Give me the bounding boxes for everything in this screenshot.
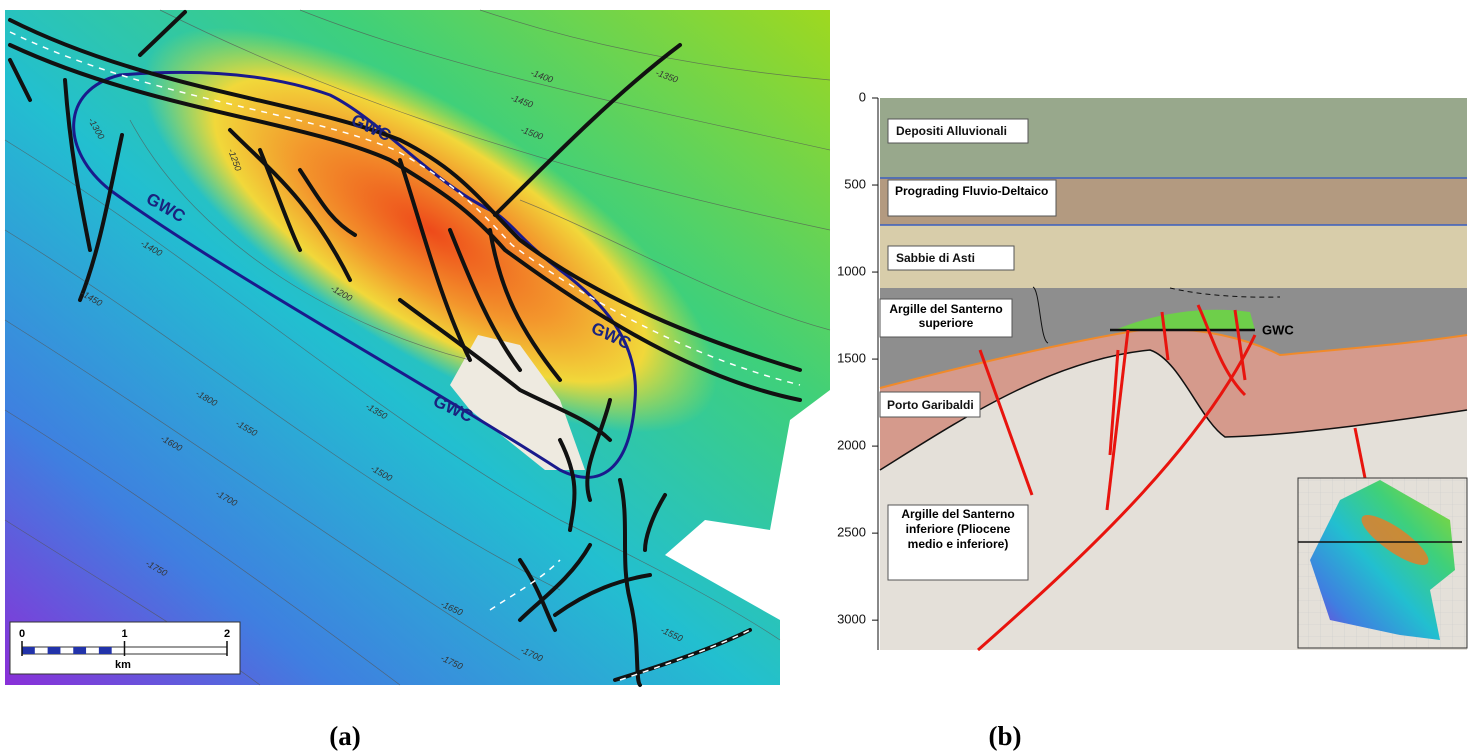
y-tick-label: 500 bbox=[844, 176, 866, 191]
scale-bar: km 0 1 2 bbox=[10, 622, 240, 674]
y-tick-label: 1500 bbox=[837, 351, 866, 366]
panel-label: (a) bbox=[329, 721, 360, 751]
y-tick-label: 1000 bbox=[837, 263, 866, 278]
panel-label: (b) bbox=[989, 721, 1022, 751]
label-wrap: Argille del Santerno inferiore (Pliocene… bbox=[890, 507, 1026, 579]
gwc-label: GWC bbox=[1262, 322, 1294, 337]
layer-label: Argille del Santerno superiore bbox=[882, 300, 1010, 330]
scale-tick-label: 1 bbox=[121, 628, 127, 640]
y-tick-label: 0 bbox=[859, 89, 866, 104]
structure-map: GWC GWC GWC GWC -1350 -1400 -1450 -1500 … bbox=[5, 0, 830, 685]
scale-segment bbox=[22, 647, 35, 654]
y-tick-label: 2500 bbox=[837, 525, 866, 540]
inset-map bbox=[1298, 478, 1467, 648]
scale-segment bbox=[48, 647, 61, 654]
scale-segment bbox=[99, 647, 112, 654]
scale-unit: km bbox=[115, 659, 131, 671]
label-wrap: Prograding Fluvio-Deltaico bbox=[890, 182, 1054, 216]
scale-tick-label: 0 bbox=[19, 628, 25, 640]
depth-axis: 0 500 1000 1500 2000 2500 3000 bbox=[837, 89, 878, 650]
figure: GWC GWC GWC GWC -1350 -1400 -1450 -1500 … bbox=[0, 0, 1471, 751]
layer-label: Argille del Santerno inferiore (Pliocene… bbox=[890, 507, 1026, 552]
y-tick-label: 3000 bbox=[837, 612, 866, 627]
scale-segment bbox=[73, 647, 86, 654]
layer-label: Depositi Alluvionali bbox=[896, 124, 1007, 138]
layer-label: Porto Garibaldi bbox=[887, 398, 974, 412]
scale-tick-label: 2 bbox=[224, 628, 230, 640]
y-tick-label: 2000 bbox=[837, 438, 866, 453]
seismic-section: GWC Depositi Alluvionali Prograding Fluv… bbox=[837, 89, 1467, 650]
layer-label: Prograding Fluvio-Deltaico bbox=[890, 182, 1054, 200]
layer-label: Sabbie di Asti bbox=[896, 251, 975, 265]
label-wrap: Argille del Santerno superiore bbox=[882, 300, 1010, 336]
